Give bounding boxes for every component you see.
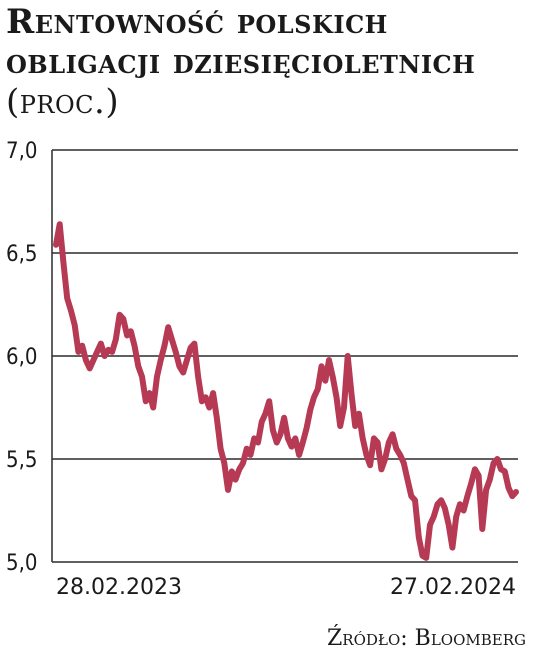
y-tick-label: 5,5 <box>6 448 37 473</box>
title-unit: (proc.) <box>6 82 120 122</box>
title-text: Rentowność polskich obligacji dziesięcio… <box>6 2 476 82</box>
x-tick-label: 28.02.2023 <box>56 575 182 600</box>
y-tick-label: 6,5 <box>6 242 37 267</box>
series-line <box>53 221 519 561</box>
line-chart: 7,0 6,5 6,0 5,5 5,0 28.02.2023 27.02.2024 <box>6 139 519 600</box>
source-note: Źródło: Bloomberg <box>327 626 526 651</box>
y-tick-label: 7,0 <box>6 139 37 164</box>
y-axis-labels: 7,0 6,5 6,0 5,5 5,0 <box>6 139 37 576</box>
x-axis-labels: 28.02.2023 27.02.2024 <box>56 575 516 600</box>
x-tick-label: 27.02.2024 <box>390 575 516 600</box>
chart-title: Rentowność polskich obligacji dziesięcio… <box>6 2 526 122</box>
gridlines <box>51 149 518 563</box>
y-tick-label: 5,0 <box>6 551 37 576</box>
series-layer <box>53 221 519 561</box>
y-tick-label: 6,0 <box>6 345 37 370</box>
